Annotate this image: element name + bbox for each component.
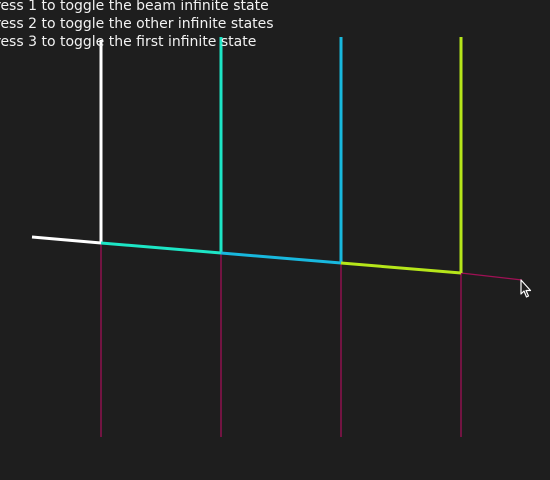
beam-segment-3 (340, 261, 462, 275)
beam-segment-2 (220, 251, 342, 265)
arrow-cursor-icon (520, 279, 532, 298)
beam-extension (460, 272, 523, 281)
beam-segment-start (31, 235, 102, 245)
beam-segment-1 (100, 241, 222, 255)
